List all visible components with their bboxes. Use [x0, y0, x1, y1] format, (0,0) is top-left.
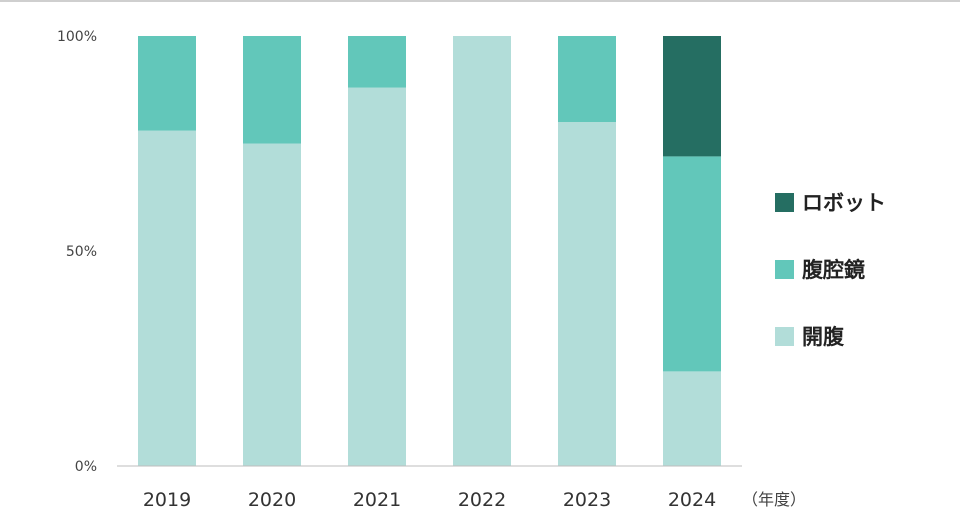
legend-label: ロボット — [802, 191, 886, 215]
x-category-label: 2020 — [248, 489, 296, 511]
x-category-label: 2021 — [353, 489, 401, 511]
y-tick-labels: 0% 50% 100% — [57, 29, 97, 475]
top-border — [0, 0, 960, 2]
x-axis-unit-label: （年度） — [742, 490, 806, 509]
x-category-label: 2019 — [143, 489, 191, 511]
bar-segment-2020-0 — [243, 143, 301, 466]
x-category-label: 2023 — [563, 489, 611, 511]
bar-segment-2024-2 — [663, 36, 721, 157]
legend-label: 腹腔鏡 — [802, 258, 865, 282]
bar-segment-2024-1 — [663, 156, 721, 372]
bars-group — [138, 36, 721, 466]
bar-segment-2019-1 — [138, 36, 196, 131]
legend-swatch — [775, 260, 794, 279]
bar-segment-2023-1 — [558, 36, 616, 122]
bar-segment-2023-0 — [558, 122, 616, 466]
bar-segment-2022-0 — [453, 36, 511, 466]
y-tick-label: 0% — [75, 459, 97, 475]
x-category-label: 2022 — [458, 489, 506, 511]
bar-segment-2024-0 — [663, 371, 721, 466]
legend-swatch — [775, 327, 794, 346]
y-tick-label: 100% — [57, 29, 97, 45]
bar-segment-2019-0 — [138, 130, 196, 466]
legend-swatch — [775, 193, 794, 212]
x-category-label: 2024 — [668, 489, 716, 511]
x-category-labels: 2019 2020 2021 2022 2023 2024 — [143, 489, 716, 511]
bar-segment-2020-1 — [243, 36, 301, 144]
y-tick-label: 50% — [66, 244, 97, 260]
legend-label: 開腹 — [802, 325, 845, 349]
bar-segment-2021-0 — [348, 87, 406, 466]
bar-segment-2021-1 — [348, 36, 406, 88]
